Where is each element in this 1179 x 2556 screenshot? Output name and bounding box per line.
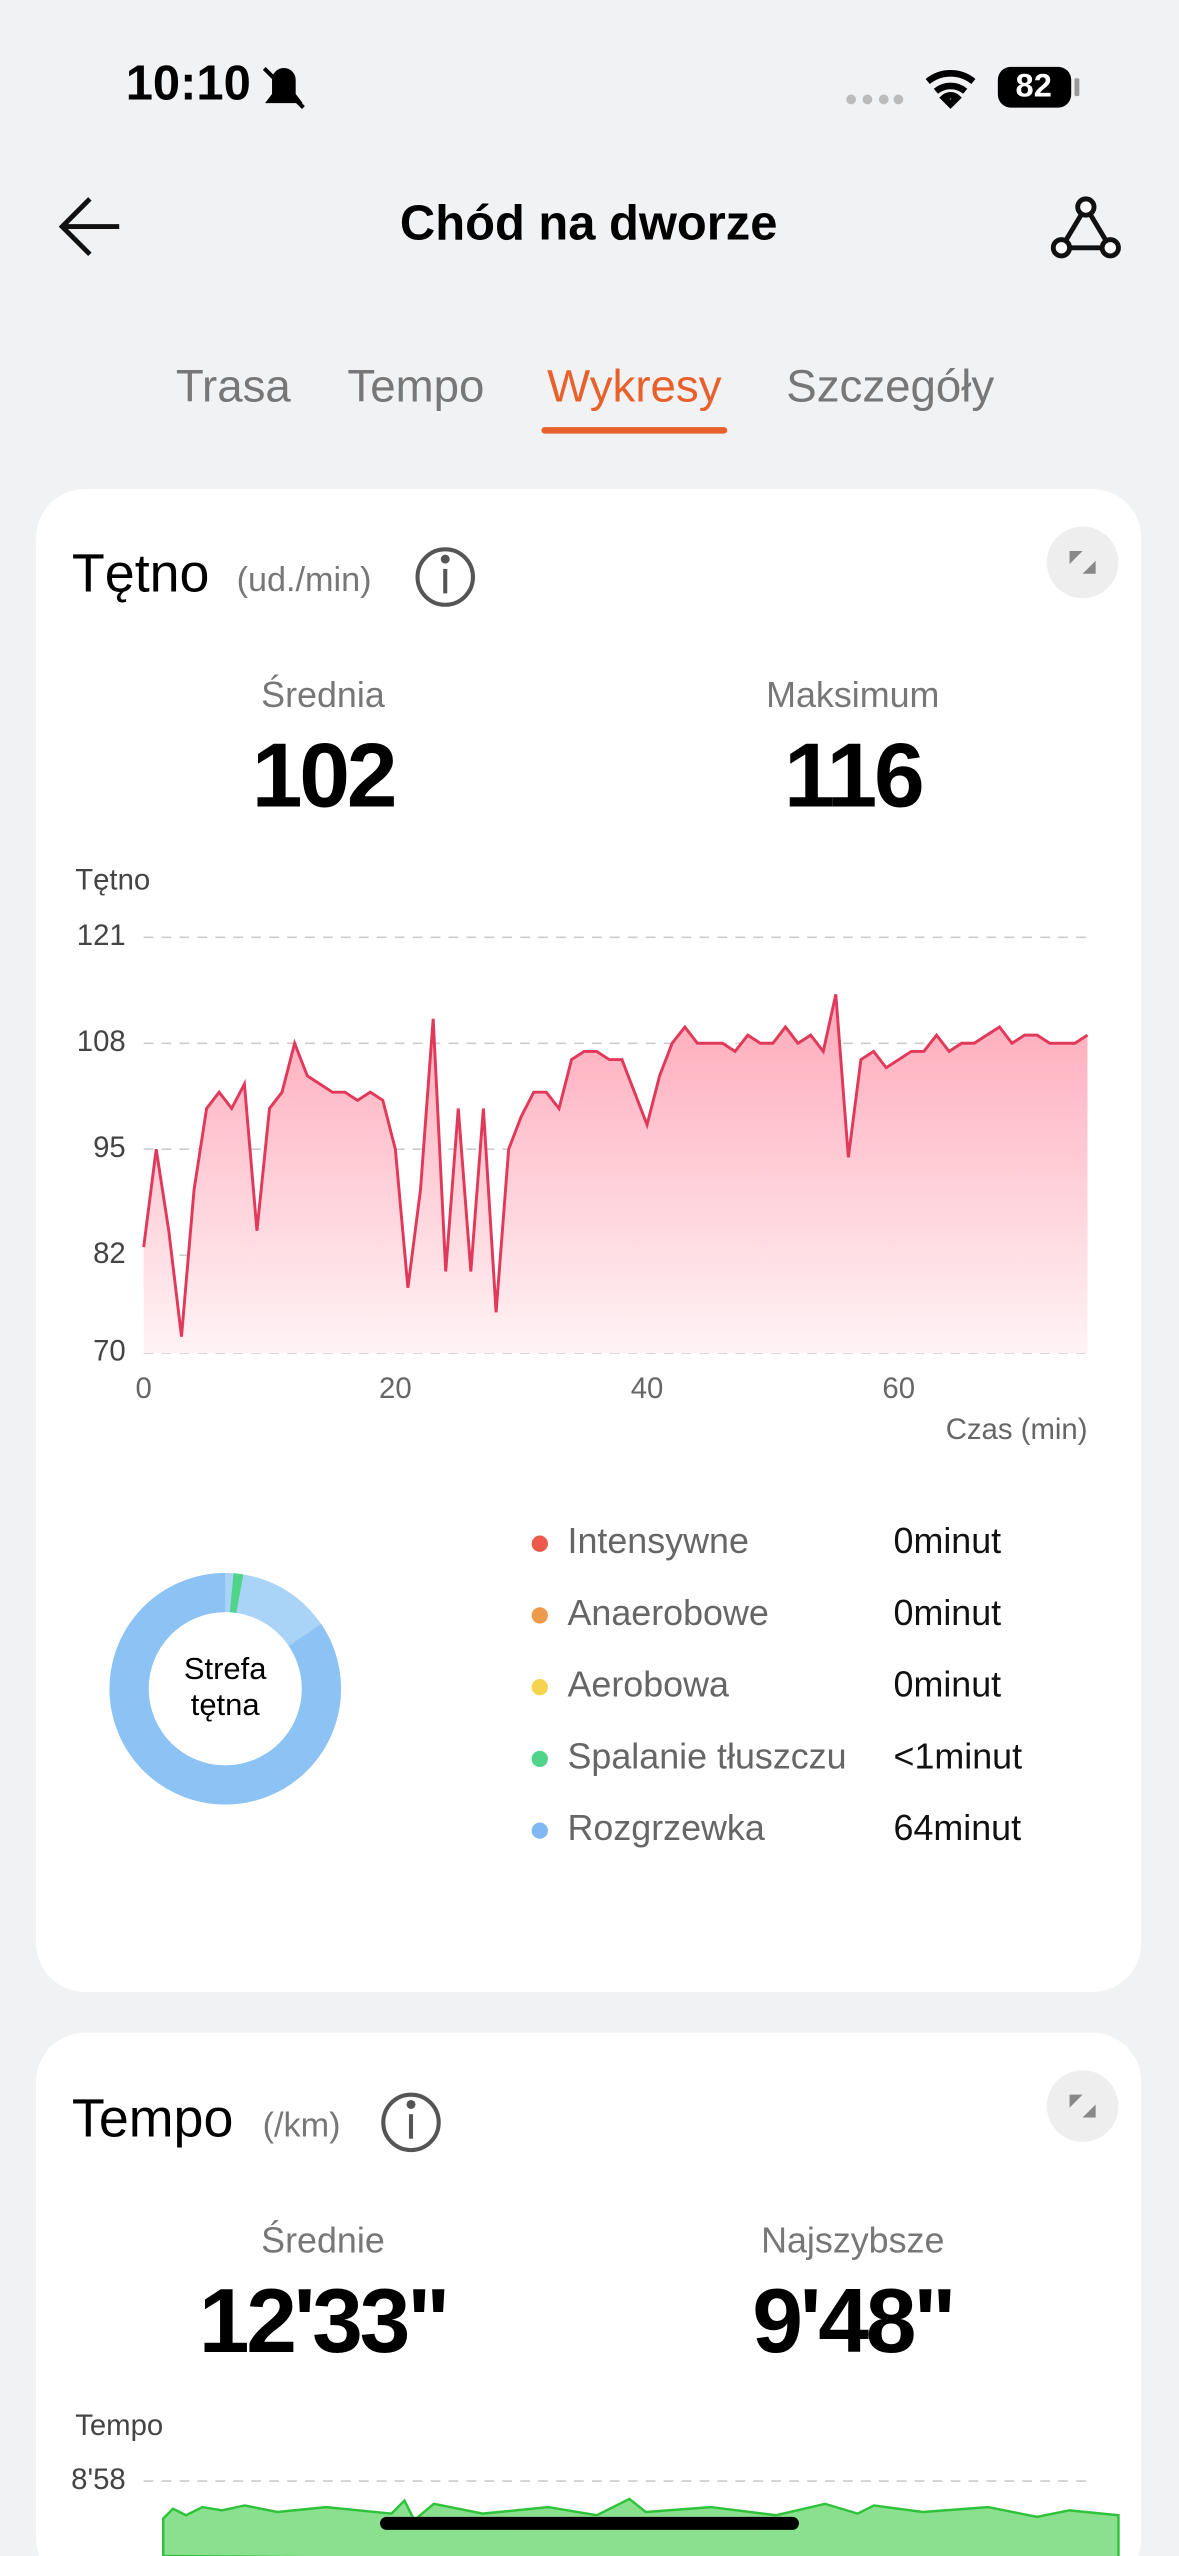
line — [142, 994, 1089, 1337]
stat-value: 9'48" — [752, 2270, 953, 2372]
stat-value: 102 — [252, 725, 395, 827]
tab[interactable]: Szczegóły — [786, 361, 994, 412]
stat-label: Średnia — [261, 675, 385, 715]
legend-dot — [531, 1750, 548, 1768]
pace-title: Tempo — [72, 2089, 233, 2149]
legend-value: 64minut — [894, 1808, 1022, 1848]
y-tick-label: 108 — [77, 1025, 126, 1058]
legend-value: 0minut — [894, 1521, 1002, 1561]
tab[interactable]: Trasa — [176, 361, 292, 412]
pace-tick-label: 8'58 — [71, 2463, 126, 2496]
stat-value: 12'33" — [199, 2270, 447, 2372]
battery-tip — [1074, 78, 1080, 97]
battery — [997, 66, 1072, 108]
legend-value: 0minut — [894, 1593, 1002, 1633]
pace-card — [36, 2032, 1142, 2556]
route-button[interactable] — [1050, 196, 1121, 259]
legend-name: Aerobowa — [567, 1665, 729, 1705]
legend-name: Intensywne — [567, 1521, 748, 1561]
tab[interactable]: Tempo — [347, 361, 484, 412]
legend-name: Anaerobowe — [567, 1593, 768, 1633]
x-tick-label: 0 — [136, 1372, 152, 1405]
x-axis-label: Czas (min) — [946, 1413, 1088, 1446]
status-time: 10:10 — [126, 56, 251, 110]
area — [143, 994, 1088, 1353]
x-tick-label: 40 — [631, 1372, 664, 1405]
wifi-icon — [925, 70, 976, 109]
info-icon[interactable] — [381, 2092, 441, 2153]
stat-label: Maksimum — [766, 675, 939, 715]
home-indicator — [380, 2516, 799, 2530]
bell-off-icon — [262, 67, 305, 110]
legend-value: <1minut — [894, 1736, 1023, 1776]
legend-dot — [531, 1822, 548, 1839]
donut-label: Strefa — [184, 1651, 267, 1686]
donut-label: tętna — [191, 1687, 261, 1722]
expand-button[interactable] — [1046, 2070, 1119, 2142]
pace-axis-label: Tempo — [75, 2409, 163, 2442]
legend-dot — [531, 1679, 548, 1696]
back-button[interactable] — [58, 197, 120, 257]
legend-dot — [531, 1535, 548, 1552]
heart-unit: (ud./min) — [237, 561, 372, 599]
y-tick-label: 70 — [93, 1335, 126, 1368]
y-tick-label: 82 — [93, 1237, 126, 1270]
donut-fat — [229, 1573, 244, 1614]
expand-button[interactable] — [1046, 526, 1119, 599]
tab-underline — [541, 427, 728, 434]
header-title: Chód na dworze — [400, 197, 778, 251]
donut-warmup — [109, 1573, 342, 1805]
legend-name: Rozgrzewka — [567, 1808, 764, 1848]
y-tick-label: 95 — [93, 1131, 126, 1164]
legend-dot — [531, 1607, 548, 1624]
legend-name: Spalanie tłuszczu — [567, 1736, 846, 1776]
x-tick-label: 20 — [379, 1372, 412, 1405]
stat-label: Najszybsze — [761, 2220, 944, 2260]
heart-title: Tętno — [72, 543, 210, 603]
stat-value: 116 — [784, 725, 922, 827]
battery-level: 82 — [1016, 67, 1052, 104]
info-icon[interactable] — [415, 547, 475, 607]
tab[interactable]: Wykresy — [547, 361, 722, 412]
legend-value: 0minut — [894, 1665, 1002, 1705]
x-tick-label: 60 — [882, 1372, 915, 1405]
signal-dots — [846, 94, 904, 105]
pace-unit: (/km) — [263, 2106, 341, 2144]
y-axis-label: Tętno — [75, 864, 150, 897]
stat-label: Średnie — [261, 2220, 385, 2260]
y-tick-label: 121 — [77, 919, 126, 952]
